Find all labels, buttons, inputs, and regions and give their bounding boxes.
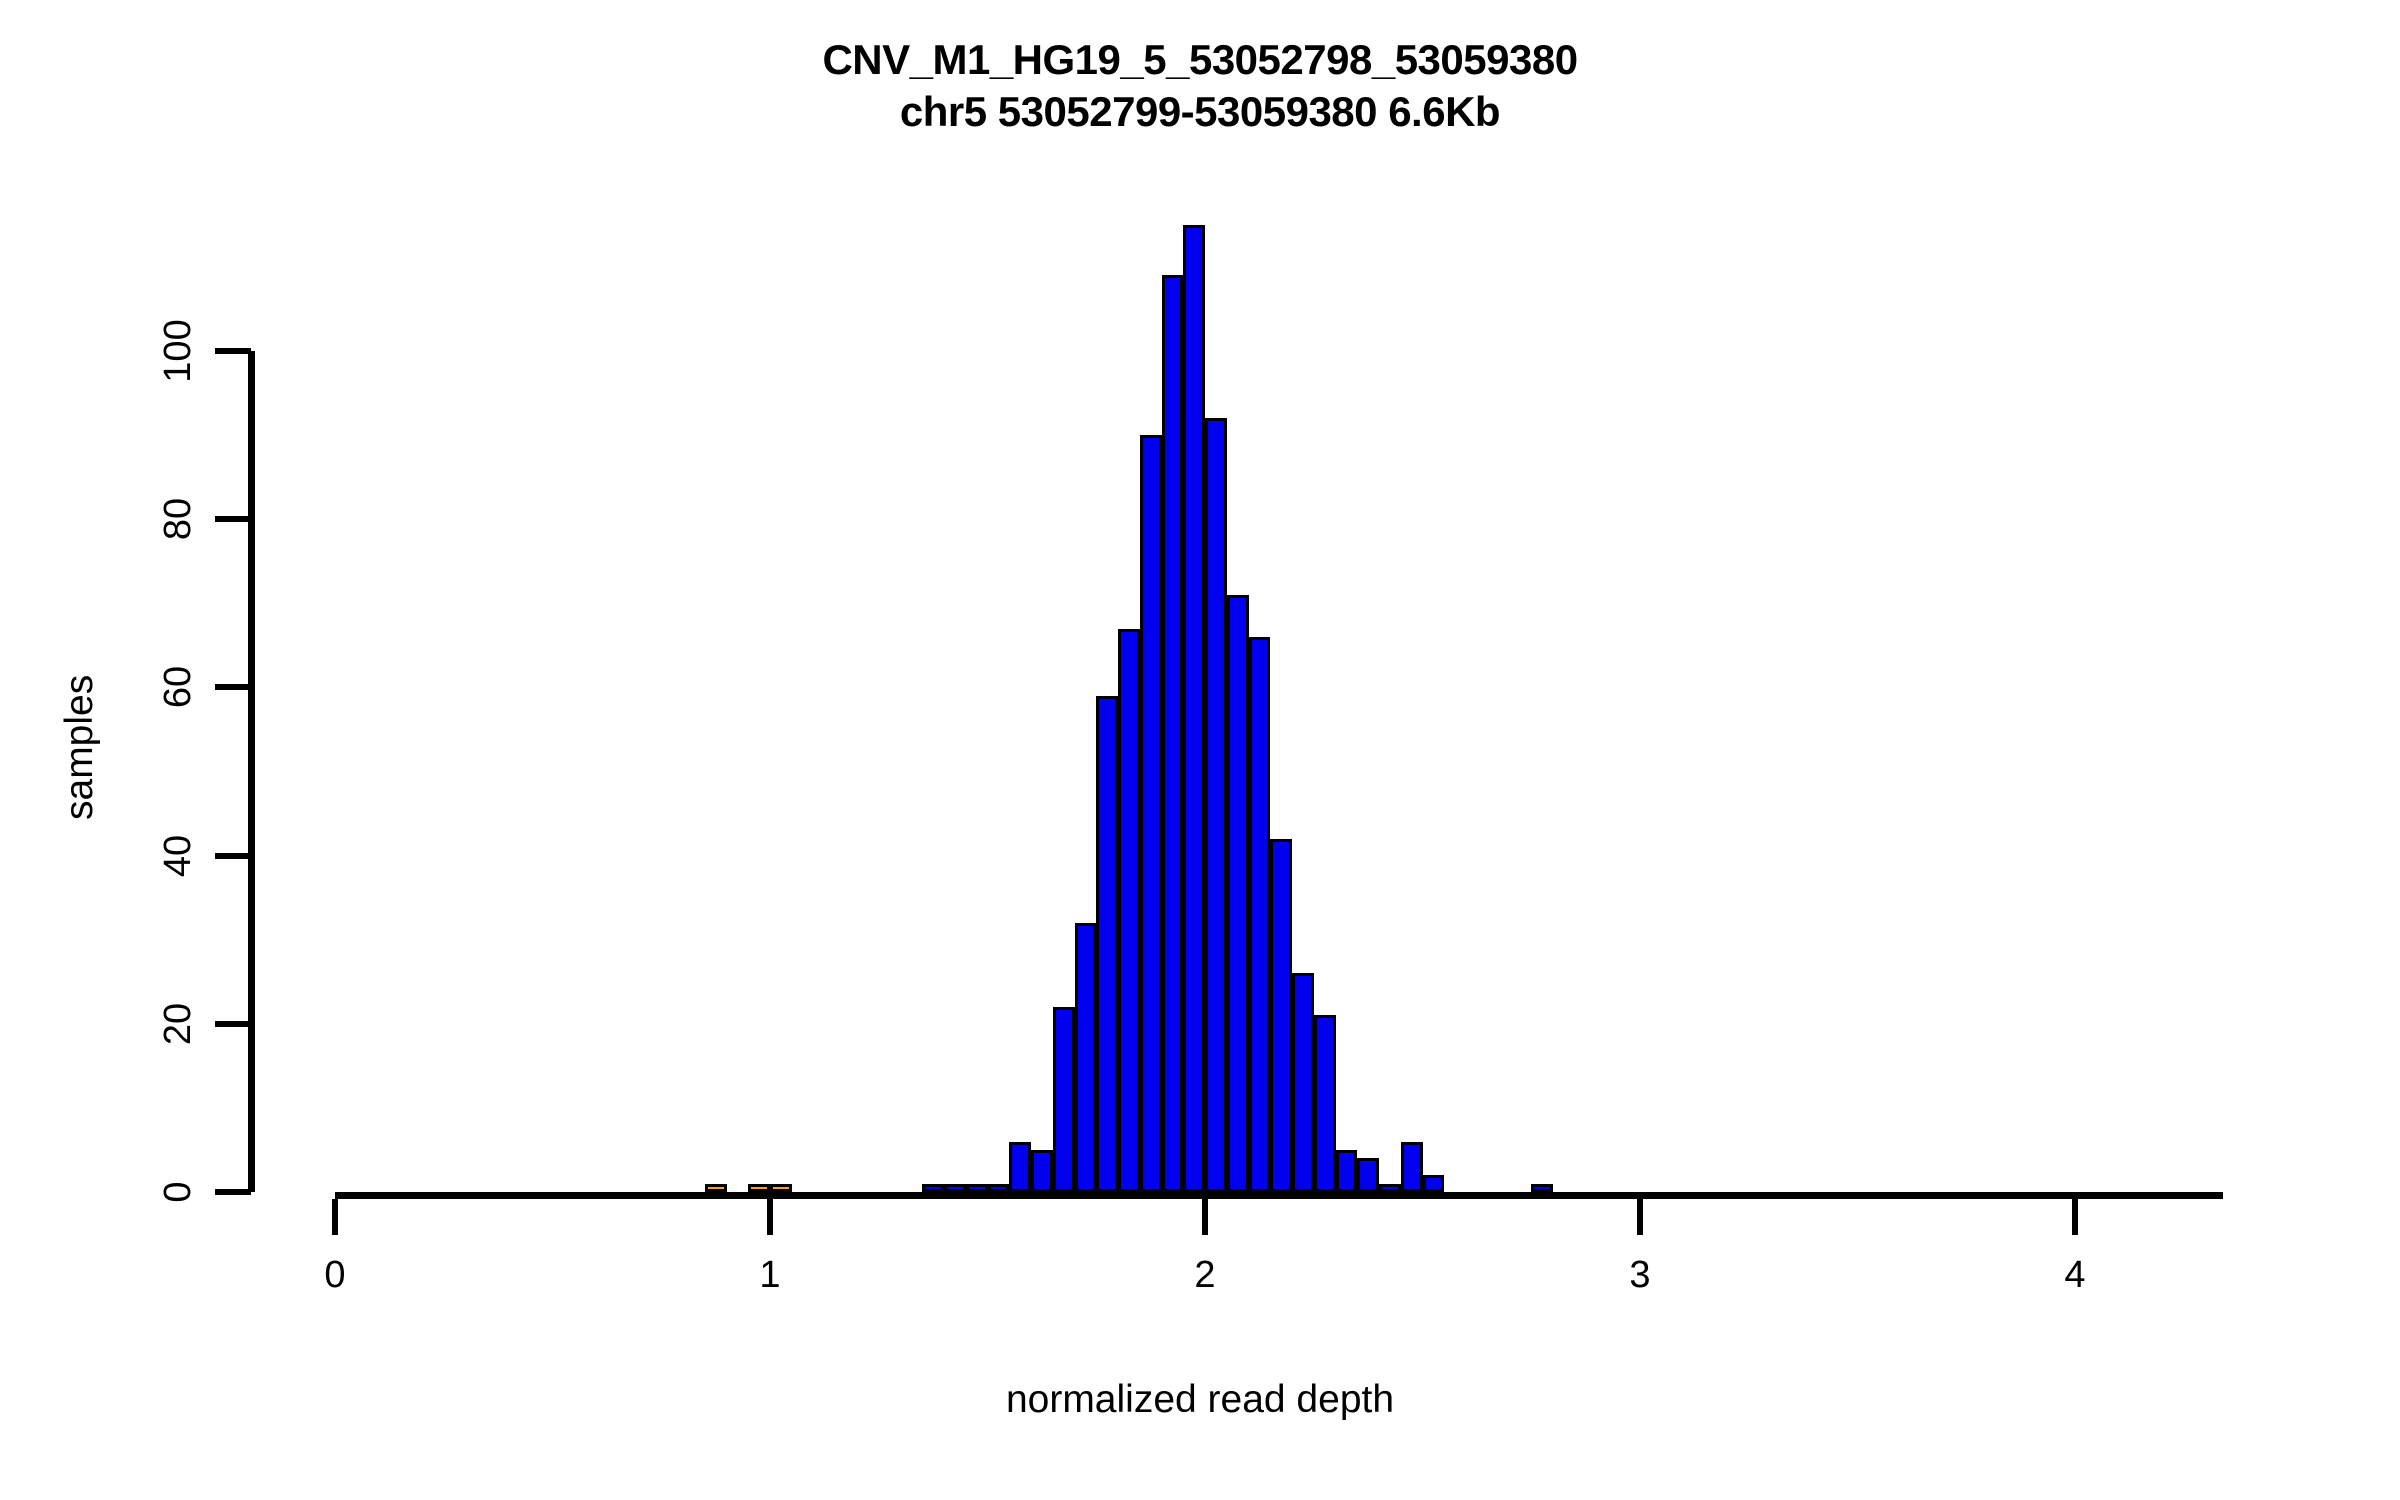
chart-title-line-2: chr5 53052799-53059380 6.6Kb [899,88,1501,135]
histogram-bar [922,1183,944,1192]
y-axis-tick [215,1189,251,1195]
x-axis-tick [2072,1199,2078,1235]
chart-title-line-1: CNV_M1_HG19_5_53052798_53059380 [822,36,1578,83]
x-axis-tick-label: 2 [1194,1254,1216,1296]
y-axis-tick-label: 20 [157,1002,199,1045]
histogram-bar [987,1183,1010,1192]
x-axis-tick-label: 0 [324,1254,346,1296]
x-axis-tick-label: 4 [2064,1254,2086,1296]
x-axis-title: normalized read depth [1005,1378,1395,1421]
y-axis-tick-label: 0 [157,1181,199,1203]
histogram-bar [1205,418,1227,1192]
y-axis-tick-label: 100 [157,319,199,383]
y-axis-tick [215,684,251,691]
histogram-bar [1139,435,1162,1192]
histogram-bar [770,1183,792,1192]
histogram-bar [1292,973,1314,1192]
x-axis-line [335,1192,2223,1199]
histogram-bar [1161,275,1184,1192]
histogram-bar [1183,224,1205,1192]
histogram-bar [1379,1183,1401,1192]
y-axis-tick [215,516,251,523]
histogram-bar [1009,1141,1031,1192]
histogram-bar [1118,628,1140,1192]
y-axis-tick-label: 40 [157,834,199,877]
x-axis-tick-label: 3 [1629,1254,1651,1296]
histogram-bar [1400,1141,1423,1192]
chart-title: CNV_M1_HG19_5_53052798_53059380 chr5 530… [0,34,2400,138]
histogram-bar [748,1183,770,1192]
x-axis-tick [767,1199,773,1235]
histogram-bar [1052,1006,1075,1192]
histogram-bar [1074,922,1097,1192]
x-axis-tick-label: 1 [759,1254,781,1296]
y-axis-tick [215,348,251,354]
histogram-bar [965,1183,988,1192]
y-axis-tick [215,852,251,859]
y-axis-title: samples [58,674,101,820]
histogram-bar [1270,838,1292,1192]
y-axis-tick-label: 60 [157,666,199,709]
x-axis-tick [1637,1199,1643,1235]
y-axis-tick [215,1020,251,1027]
histogram-bar [1313,1015,1336,1192]
histogram-bar [1335,1149,1358,1192]
histogram-bar [1226,594,1249,1192]
histogram-bar [1422,1175,1445,1192]
histogram-bar [1531,1183,1553,1192]
histogram-bar [1031,1149,1053,1192]
histogram-bar [1357,1158,1379,1192]
x-axis-tick [1202,1199,1208,1235]
x-axis-tick [332,1199,338,1235]
histogram-bar [704,1183,727,1192]
histogram-bar [944,1183,966,1192]
histogram-bar [1248,636,1271,1192]
y-axis-line [248,351,255,1192]
histogram-bar [1096,695,1118,1192]
y-axis-tick-label: 80 [157,498,199,541]
